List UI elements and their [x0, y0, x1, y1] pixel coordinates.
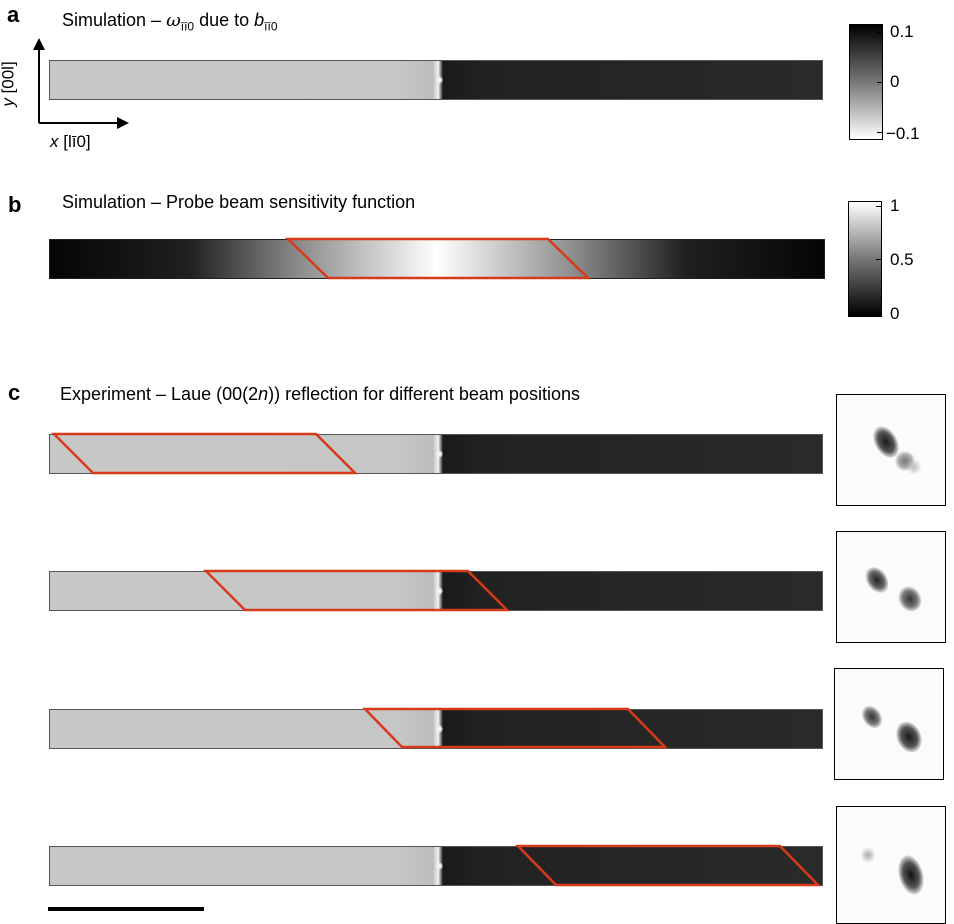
panel-c-title-n: n — [258, 384, 269, 404]
axis-x-italic: x — [50, 132, 59, 151]
omega-subscript: īī0 — [180, 19, 195, 34]
omega-symbol: ω — [166, 10, 181, 31]
panel-c-title: Experiment – Laue (00(2n)) reflection fo… — [60, 384, 580, 405]
axis-y-rest: [00l] — [0, 61, 18, 99]
colorbar-a-tick-bottom: −0.1 — [886, 124, 920, 143]
panel-c-title-pre: Experiment – Laue (00(2 — [60, 384, 259, 404]
diffraction-inset-4 — [836, 806, 946, 924]
diffraction-inset-2 — [836, 531, 946, 643]
colorbar-b-tick-top: 1 — [890, 196, 900, 215]
colorbar-b-tick-bottom: 0 — [890, 304, 900, 323]
panel-a-title-prefix: Simulation – — [62, 10, 167, 30]
colorbar-b-tick-mid: 0.5 — [890, 250, 914, 269]
axis-x-label: x [lī0] — [50, 132, 91, 152]
scale-bar — [48, 907, 204, 911]
colorbar-a-tick-top: 0.1 — [890, 22, 914, 41]
panel-c-strip-3 — [49, 709, 823, 749]
b-subscript: īī0 — [264, 19, 278, 34]
panel-b-letter: b — [8, 192, 22, 217]
axis-y-italic: y — [0, 98, 18, 107]
diffraction-inset-1 — [836, 394, 946, 506]
panel-c-title-post: )) reflection for different beam positio… — [268, 384, 580, 404]
axis-x-rest: [lī0] — [58, 132, 91, 151]
panel-a-title: Simulation – ωīī0 due to bīī0 — [62, 10, 278, 34]
panel-a-strip — [49, 60, 823, 100]
panel-b-title: Simulation – Probe beam sensitivity func… — [62, 192, 416, 212]
panel-c-strip-4 — [49, 846, 823, 886]
panel-a-letter: a — [7, 2, 20, 27]
panel-c-strip-2 — [49, 571, 823, 611]
panel-c-strip-1 — [49, 434, 823, 474]
panel-c-letter: c — [8, 380, 21, 405]
axis-y-label: y [00l] — [0, 61, 19, 106]
panel-b-strip — [49, 239, 825, 279]
diffraction-inset-3 — [834, 668, 944, 780]
b-symbol: b — [254, 10, 265, 30]
colorbar-a-tick-mid: 0 — [890, 72, 900, 91]
panel-a-title-mid: due to — [194, 10, 255, 30]
